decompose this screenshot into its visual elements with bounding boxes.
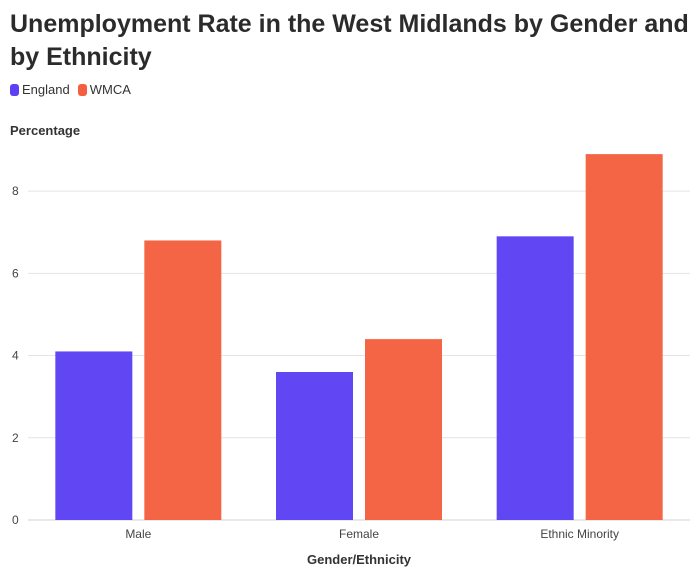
legend: England WMCA	[10, 82, 139, 97]
legend-item-wmca[interactable]: WMCA	[77, 82, 131, 97]
legend-label-england: England	[22, 82, 70, 97]
bar-england-ethnic-minority[interactable]	[496, 236, 574, 521]
y-tick-label: 4	[12, 349, 19, 363]
x-tick-label: Ethnic Minority	[540, 527, 619, 541]
legend-item-england[interactable]: England	[10, 82, 70, 97]
bar-england-male[interactable]	[55, 351, 133, 520]
y-tick-label: 0	[12, 513, 19, 527]
y-tick-label: 8	[12, 184, 19, 198]
y-tick-label: 2	[12, 431, 19, 445]
y-axis-label: Percentage	[10, 123, 81, 138]
x-axis-label: Gender/Ethnicity	[307, 552, 412, 567]
legend-label-wmca: WMCA	[89, 82, 131, 97]
legend-swatch-wmca	[77, 83, 87, 96]
bar-wmca-female[interactable]	[365, 339, 442, 520]
x-tick-label: Male	[125, 527, 151, 541]
bar-england-female[interactable]	[276, 372, 353, 520]
x-tick-label: Female	[339, 527, 379, 541]
bar-wmca-ethnic-minority[interactable]	[585, 154, 663, 520]
bar-wmca-male[interactable]	[144, 240, 222, 520]
y-tick-labels: 0 2 4 6 8	[12, 184, 19, 527]
x-tick-labels: Male Female Ethnic Minority	[125, 527, 619, 541]
y-tick-label: 6	[12, 266, 19, 280]
chart-title: Unemployment Rate in the West Midlands b…	[10, 10, 689, 71]
legend-swatch-england	[10, 83, 19, 96]
bars	[55, 154, 663, 521]
grid-lines	[28, 190, 690, 521]
